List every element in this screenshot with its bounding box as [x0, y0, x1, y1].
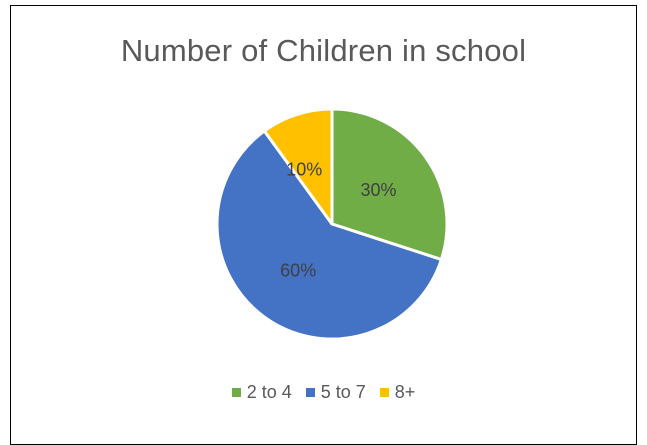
chart-title: Number of Children in school [120, 33, 527, 68]
legend-swatch-1 [305, 388, 315, 397]
legend-label-2: 8+ [394, 382, 416, 402]
legend-item-1: 5 to 7 [305, 382, 366, 403]
chart-legend: 2 to 4 5 to 7 8+ [0, 382, 647, 403]
pie-slice-5-to-7 [215, 129, 443, 341]
legend-label-0: 2 to 4 [246, 382, 292, 402]
legend-swatch-0 [231, 388, 241, 397]
data-label-1: 60% [280, 261, 316, 281]
data-label-0: 30% [361, 180, 397, 200]
data-label-2: 10% [286, 159, 322, 179]
pie-data-labels: 30% 60% 10% [280, 159, 396, 280]
legend-swatch-2 [379, 388, 389, 397]
pie-slice-8 [262, 107, 334, 226]
pie-chart: 30% 60% 10% [215, 107, 449, 341]
legend-label-1: 5 to 7 [320, 382, 366, 402]
pie-slice-2-to-4 [330, 107, 449, 262]
legend-item-2: 8+ [379, 382, 416, 403]
pie-slices [215, 107, 449, 341]
legend-item-0: 2 to 4 [231, 382, 292, 403]
